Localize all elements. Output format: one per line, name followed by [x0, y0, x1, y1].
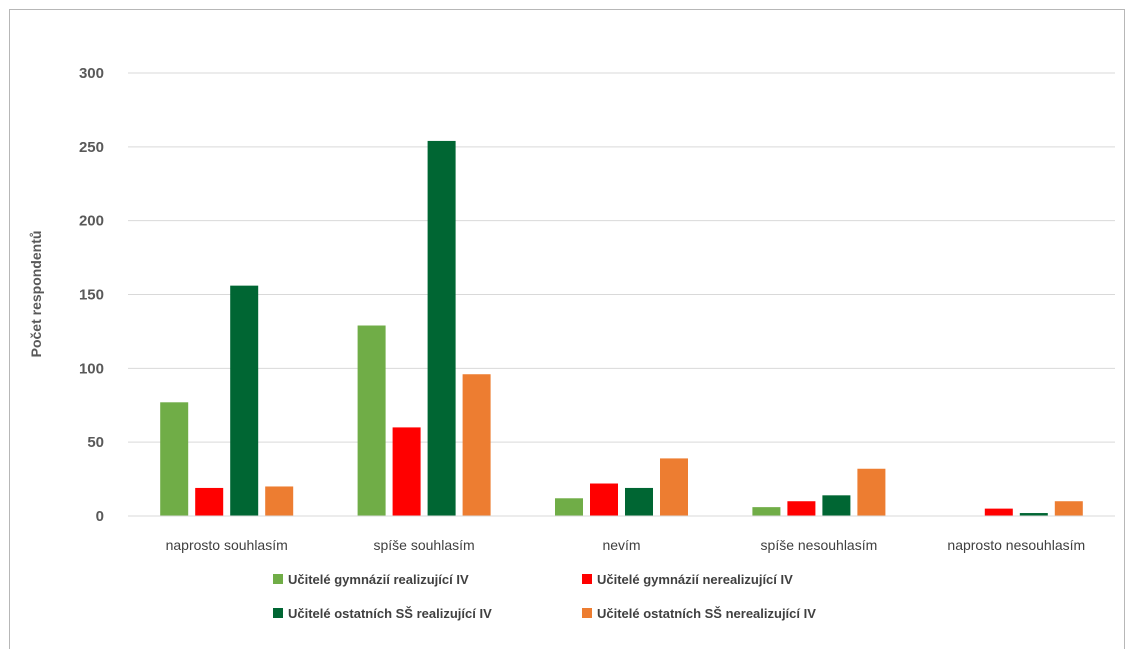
- y-tick-label: 150: [79, 287, 104, 304]
- x-category-label: nevím: [602, 537, 640, 553]
- bar: [427, 140, 456, 516]
- bar: [555, 498, 583, 516]
- legend-label: Učitelé ostatních SŠ realizující IV: [288, 606, 492, 621]
- chart-frame: [9, 9, 1125, 649]
- legend-label: Učitelé ostatních SŠ nerealizující IV: [597, 606, 816, 621]
- bar: [160, 402, 189, 516]
- legend-swatch: [582, 574, 592, 584]
- legend-swatch: [582, 608, 592, 618]
- bars: [160, 140, 1083, 516]
- bar: [625, 487, 653, 516]
- y-axis-ticks: 0 50 100 150 200 250 300: [79, 65, 104, 525]
- bar: [822, 495, 851, 516]
- y-tick-label: 50: [87, 434, 104, 451]
- bar: [1054, 501, 1083, 516]
- bar: [357, 325, 386, 516]
- x-category-label: spíše souhlasím: [374, 537, 475, 553]
- y-tick-label: 0: [96, 508, 104, 525]
- legend-item: Učitelé gymnázií realizující IV: [273, 572, 469, 587]
- legend-label: Učitelé gymnázií realizující IV: [288, 572, 469, 587]
- legend: Učitelé gymnázií realizující IV Učitelé g…: [273, 572, 816, 621]
- bar: [660, 458, 688, 516]
- bar: [265, 486, 294, 516]
- y-tick-label: 300: [79, 65, 104, 82]
- gridlines: [128, 72, 1115, 443]
- bar: [462, 374, 491, 516]
- bar: [195, 487, 224, 516]
- y-tick-label: 200: [79, 213, 104, 230]
- legend-swatch: [273, 574, 283, 584]
- legend-item: Učitelé gymnázií nerealizující IV: [582, 572, 793, 587]
- y-tick-label: 100: [79, 360, 104, 377]
- bar: [857, 468, 886, 516]
- legend-item: Učitelé ostatních SŠ realizující IV: [273, 606, 492, 621]
- bar: [1019, 513, 1048, 516]
- y-axis-label: Počet respondentů: [28, 231, 44, 358]
- legend-item: Učitelé ostatních SŠ nerealizující IV: [582, 606, 816, 621]
- bar: [752, 507, 781, 516]
- legend-swatch: [273, 608, 283, 618]
- x-category-label: naprosto souhlasím: [166, 537, 288, 553]
- bar: [787, 501, 816, 516]
- x-category-label: naprosto nesouhlasím: [947, 537, 1085, 553]
- bar: [230, 285, 259, 516]
- bar: [590, 483, 618, 516]
- x-category-label: spíše nesouhlasím: [761, 537, 878, 553]
- y-tick-label: 250: [79, 139, 104, 156]
- bar: [392, 427, 421, 516]
- x-axis-categories: naprosto souhlasím spíše souhlasím nevím sp…: [166, 537, 1086, 553]
- bar: [984, 508, 1013, 516]
- legend-label: Učitelé gymnázií nerealizující IV: [597, 572, 793, 587]
